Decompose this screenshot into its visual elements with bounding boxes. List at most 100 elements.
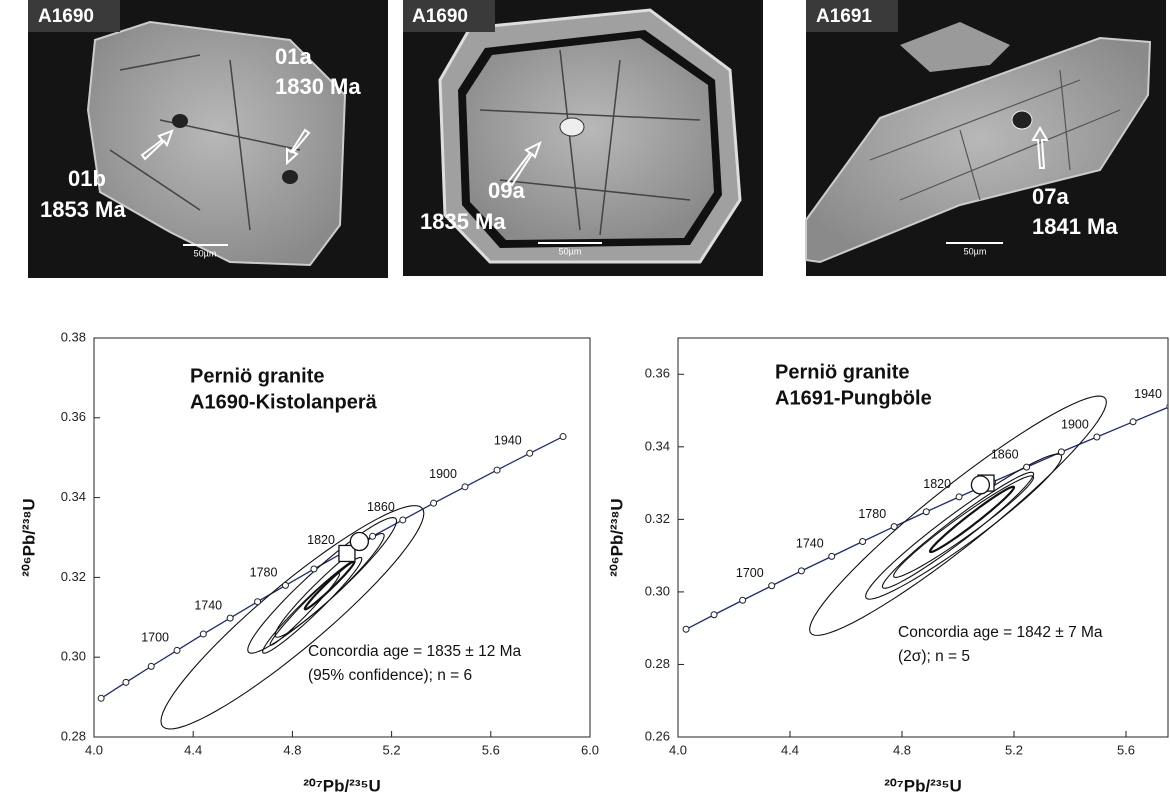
annotation: Concordia age = 1835 ± 12 Ma — [308, 643, 522, 660]
chart-title: Perniö granite — [190, 365, 324, 387]
concordia-point — [123, 679, 129, 685]
x-tick-label: 5.2 — [383, 742, 401, 757]
concordia-point — [98, 695, 104, 701]
concordia-point — [711, 612, 717, 618]
image-panel: A1690 09a 1835 Ma 50µm — [403, 0, 763, 276]
concordia-point — [1058, 449, 1064, 455]
spot-id: 09a — [488, 178, 525, 203]
y-tick-label: 0.28 — [61, 728, 86, 743]
concordia-point — [1024, 464, 1030, 470]
spot-id: 01a — [275, 44, 312, 69]
x-tick-label: 4.0 — [85, 742, 103, 757]
concordia-point — [740, 597, 746, 603]
concordia-point — [255, 599, 261, 605]
concordia-point — [227, 615, 233, 621]
concordia-point — [527, 450, 533, 456]
concordia-point — [769, 583, 775, 589]
age-label: 1900 — [1061, 417, 1089, 431]
x-tick-label: 6.0 — [581, 742, 599, 757]
y-axis-label: ²⁰⁶Pb/²³⁸U — [607, 498, 626, 576]
age-label: 1900 — [429, 467, 457, 481]
x-tick-label: 5.6 — [482, 742, 500, 757]
x-tick-label: 5.6 — [1117, 742, 1135, 757]
y-tick-label: 0.32 — [645, 511, 670, 526]
y-tick-label: 0.36 — [61, 409, 86, 424]
age-label: 1940 — [1134, 387, 1162, 401]
age-label: 1700 — [736, 566, 764, 580]
x-tick-label: 4.4 — [184, 742, 202, 757]
concordia-point — [1130, 419, 1136, 425]
concordia-point — [200, 631, 206, 637]
spot-age: 1830 Ma — [275, 74, 361, 99]
y-tick-label: 0.30 — [61, 649, 86, 664]
y-tick-label: 0.34 — [61, 489, 86, 504]
plot-area: 1700 1740 1780 1820 1860 1900 1940 — [98, 434, 566, 729]
spot-id: 01b — [68, 166, 106, 191]
x-tick-label: 4.4 — [781, 742, 799, 757]
age-label: 1780 — [250, 566, 278, 580]
age-label: 1740 — [194, 598, 222, 612]
concordia-point — [462, 484, 468, 490]
scale-label: 50µm — [559, 246, 582, 256]
x-tick-label: 4.8 — [283, 742, 301, 757]
spot-age: 1835 Ma — [420, 209, 506, 234]
concordia-point — [860, 538, 866, 544]
y-tick-label: 0.38 — [61, 329, 86, 344]
chart-title: A1691-Pungböle — [775, 387, 932, 409]
concordia-point — [174, 647, 180, 653]
concordia-point — [1094, 434, 1100, 440]
y-tick-label: 0.34 — [645, 438, 670, 453]
x-axis-label: ²⁰⁷Pb/²³⁵U — [303, 776, 381, 795]
spot-pit — [1012, 111, 1032, 129]
image-panel: A1690 01a 1830 Ma 01b 1853 Ma 50µm — [28, 0, 388, 278]
x-tick-label: 4.0 — [669, 742, 687, 757]
spot-pit — [172, 114, 188, 128]
spot-age: 1853 Ma — [40, 197, 126, 222]
concordia-point — [370, 533, 376, 539]
y-tick-label: 0.36 — [645, 366, 670, 381]
spot-id: 07a — [1032, 184, 1069, 209]
y-tick-label: 0.28 — [645, 656, 670, 671]
chart-title: A1690-Kistolanperä — [190, 391, 378, 413]
error-ellipse — [161, 506, 424, 729]
annotation: Concordia age = 1842 ± 7 Ma — [898, 624, 1103, 641]
scale-label: 50µm — [964, 246, 987, 256]
y-tick-label: 0.26 — [645, 728, 670, 743]
age-label: 1820 — [307, 533, 335, 547]
concordia-age-marker — [350, 532, 368, 550]
sample-label: A1690 — [38, 6, 94, 27]
y-tick-label: 0.30 — [645, 583, 670, 598]
x-axis-label: ²⁰⁷Pb/²³⁵U — [884, 776, 962, 795]
concordia-point — [282, 582, 288, 588]
concordia-point — [923, 509, 929, 515]
scale-label: 50µm — [194, 248, 217, 258]
annotation: (95% confidence); n = 6 — [308, 667, 472, 684]
concordia-point — [891, 524, 897, 530]
annotation: (2σ); n = 5 — [898, 648, 970, 665]
sample-label: A1691 — [816, 6, 872, 27]
age-label: 1780 — [858, 507, 886, 521]
y-axis-label: ²⁰⁶Pb/²³⁸U — [19, 498, 38, 576]
age-label: 1940 — [494, 434, 522, 448]
x-tick-label: 4.8 — [893, 742, 911, 757]
concordia-point — [400, 517, 406, 523]
concordia-point — [560, 434, 566, 440]
concordia-age-marker — [971, 476, 989, 494]
age-label: 1740 — [796, 537, 824, 551]
page: {"images": [ {"sample": "A1690", "spots"… — [0, 0, 1170, 812]
concordia-point — [798, 568, 804, 574]
concordia-point — [148, 663, 154, 669]
image-panel: A1691 07a 1841 Ma 50µm — [806, 0, 1166, 276]
error-ellipse — [882, 472, 1033, 588]
figure: A1690 01a 1830 Ma 01b 1853 Ma 50µm A1690… — [0, 0, 1170, 807]
concordia-point — [829, 553, 835, 559]
age-label: 1860 — [991, 447, 1019, 461]
concordia-point — [956, 494, 962, 500]
concordia-point — [431, 500, 437, 506]
age-label: 1860 — [367, 500, 395, 514]
y-tick-label: 0.32 — [61, 569, 86, 584]
sample-label: A1690 — [412, 6, 468, 27]
concordia-point — [494, 467, 500, 473]
age-label: 1700 — [141, 631, 169, 645]
